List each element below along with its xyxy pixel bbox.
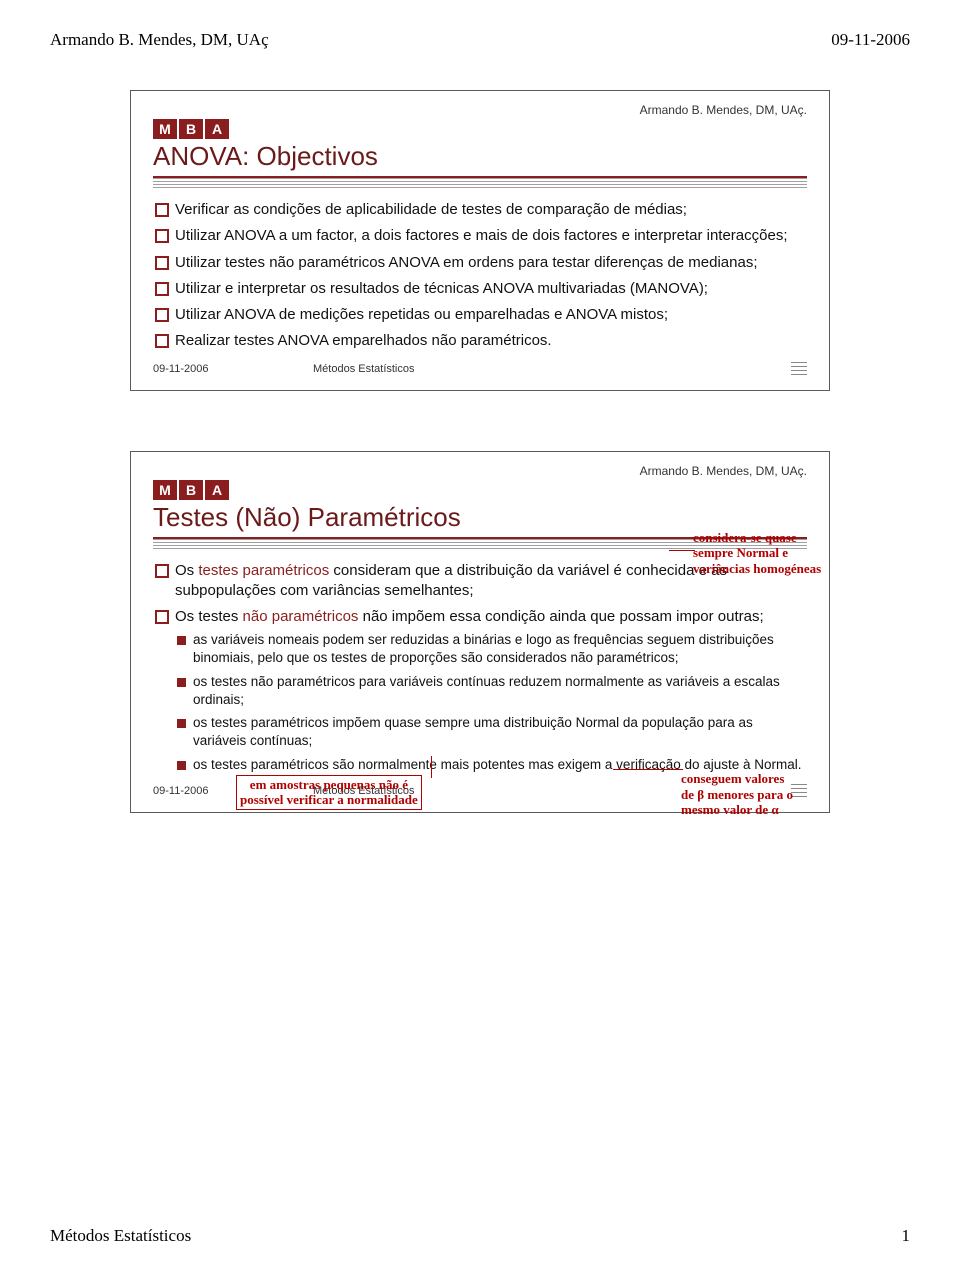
slide-inner: Armando B. Mendes, DM, UAç. M B A Testes…	[131, 452, 829, 812]
bullet-item: Utilizar ANOVA de medições repetidas ou …	[153, 305, 807, 325]
slide-title: ANOVA: Objectivos	[153, 141, 807, 176]
annotation-line: de β menores para o	[681, 787, 821, 803]
slide-testes-parametricos: Armando B. Mendes, DM, UAç. M B A Testes…	[130, 451, 830, 813]
bullet-item: Utilizar ANOVA a um factor, a dois facto…	[153, 226, 807, 246]
logo-letter: M	[153, 480, 177, 500]
footer-label: Métodos Estatísticos	[50, 1226, 191, 1246]
annotation-normal-variancias: considera-se quase sempre Normal e variâ…	[693, 530, 823, 577]
page-footer: Métodos Estatísticos 1	[50, 1226, 910, 1246]
text: não impõem essa condição ainda que possa…	[358, 608, 763, 625]
annotation-connector	[431, 756, 432, 778]
header-author: Armando B. Mendes, DM, UAç	[50, 30, 269, 50]
annotation-line: em amostras pequenas não é	[240, 777, 418, 793]
sub-bullet-list: as variáveis nomeais podem ser reduzidas…	[175, 631, 807, 774]
logo-letter: A	[205, 119, 229, 139]
text: Os	[175, 562, 198, 579]
annotation-line: conseguem valores	[681, 771, 821, 787]
mba-logo: M B A	[153, 480, 229, 500]
annotation-line: possível verificar a normalidade	[240, 792, 418, 808]
bullet-list: Verificar as condições de aplicabilidade…	[153, 200, 807, 352]
annotation-connector	[669, 550, 695, 551]
bullet-item: Os testes não paramétricos não impõem es…	[153, 607, 807, 774]
highlight-text: não paramétricos	[243, 608, 359, 625]
bullet-list: Os testes paramétricos consideram que a …	[153, 561, 807, 774]
bullet-item: Utilizar testes não paramétricos ANOVA e…	[153, 253, 807, 273]
page-header: Armando B. Mendes, DM, UAç 09-11-2006	[50, 30, 910, 50]
logo-letter: M	[153, 119, 177, 139]
page: Armando B. Mendes, DM, UAç 09-11-2006 Ar…	[0, 0, 960, 1271]
slide-footer-icon	[791, 362, 807, 376]
footer-page-number: 1	[902, 1226, 911, 1246]
mba-logo: M B A	[153, 119, 229, 139]
logo-letter: A	[205, 480, 229, 500]
title-stripes	[153, 176, 807, 190]
logo-letter: B	[179, 480, 203, 500]
slide-footer-label: Métodos Estatísticos	[313, 363, 791, 375]
slide-author-line: Armando B. Mendes, DM, UAç.	[153, 103, 807, 117]
annotation-amostras-pequenas: em amostras pequenas não é possível veri…	[236, 775, 422, 810]
slide-anova-objectivos: Armando B. Mendes, DM, UAç. M B A ANOVA:…	[130, 90, 830, 391]
annotation-beta-alpha: conseguem valores de β menores para o me…	[681, 771, 821, 818]
bullet-item: Utilizar e interpretar os resultados de …	[153, 279, 807, 299]
slide-footer-date: 09-11-2006	[153, 363, 313, 375]
highlight-text: testes paramétricos	[198, 562, 329, 579]
slide-author-line: Armando B. Mendes, DM, UAç.	[153, 464, 807, 478]
slide-footer: 09-11-2006 Métodos Estatísticos	[153, 362, 807, 376]
sub-bullet-item: as variáveis nomeais podem ser reduzidas…	[175, 631, 807, 667]
annotation-line: mesmo valor de α	[681, 802, 821, 818]
slide-inner: Armando B. Mendes, DM, UAç. M B A ANOVA:…	[131, 91, 829, 390]
sub-bullet-item: os testes paramétricos impõem quase semp…	[175, 714, 807, 750]
text: Os testes	[175, 608, 243, 625]
sub-bullet-item: os testes não paramétricos para variávei…	[175, 673, 807, 709]
logo-letter: B	[179, 119, 203, 139]
bullet-item: Verificar as condições de aplicabilidade…	[153, 200, 807, 220]
bullet-item: Realizar testes ANOVA emparelhados não p…	[153, 331, 807, 351]
annotation-connector	[613, 769, 683, 770]
header-date: 09-11-2006	[831, 30, 910, 50]
